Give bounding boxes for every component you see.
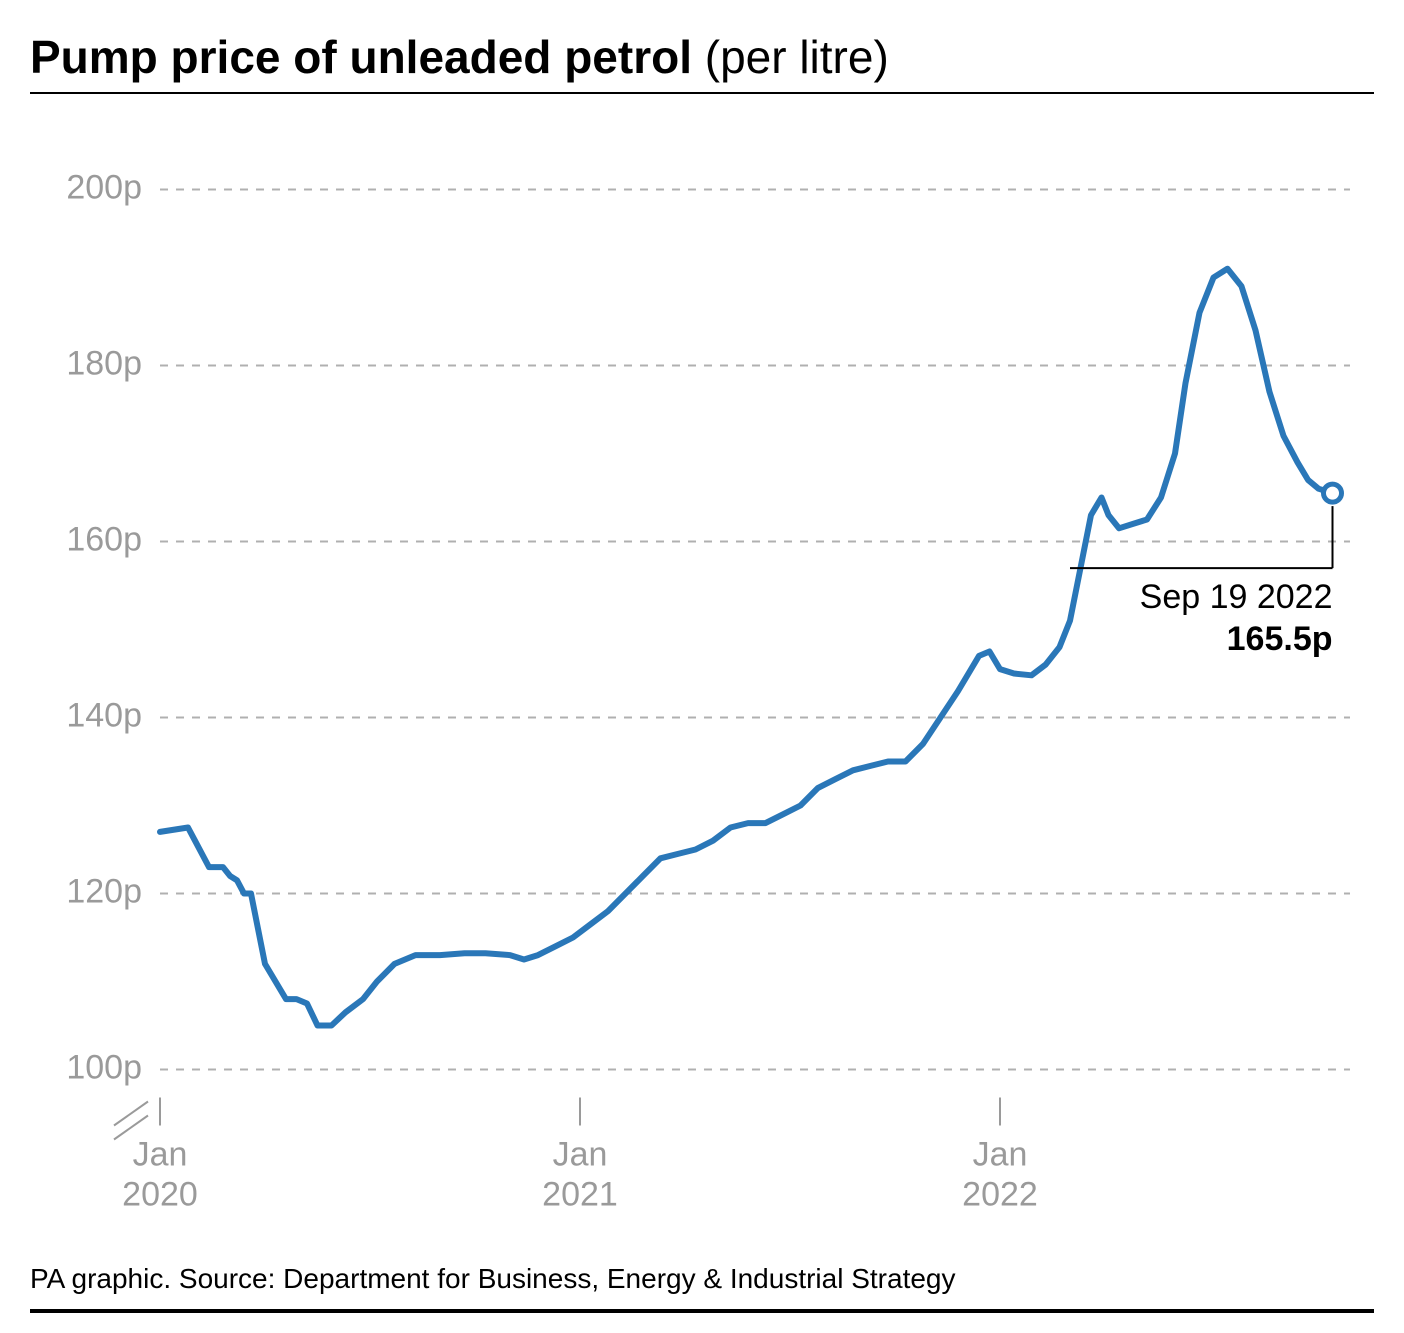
y-tick-label: 160p [66,520,142,558]
title-bold: Pump price of unleaded petrol [30,31,692,83]
y-tick-label: 120p [66,872,142,910]
end-marker [1324,484,1342,502]
x-tick-month: Jan [553,1136,608,1174]
chart-container: Pump price of unleaded petrol (per litre… [0,0,1404,1333]
x-tick-month: Jan [973,1136,1028,1174]
line-chart-svg: 100p120p140p160p180p200pJan2020Jan2021Ja… [30,154,1374,1245]
x-tick-year: 2022 [962,1176,1038,1214]
chart-title: Pump price of unleaded petrol (per litre… [30,30,1374,94]
chart-footer: PA graphic. Source: Department for Busin… [30,1245,1374,1313]
y-tick-label: 140p [66,696,142,734]
callout-date: Sep 19 2022 [1140,578,1333,616]
y-tick-label: 100p [66,1048,142,1086]
price-line [160,269,1333,1026]
y-tick-label: 200p [66,168,142,206]
x-tick-year: 2020 [122,1176,198,1214]
x-tick-month: Jan [133,1136,188,1174]
y-tick-label: 180p [66,344,142,382]
chart-area: 100p120p140p160p180p200pJan2020Jan2021Ja… [30,154,1374,1245]
footer-text: PA graphic. Source: Department for Busin… [30,1263,956,1294]
title-subtitle: (per litre) [705,31,889,83]
callout-value: 165.5p [1227,620,1333,658]
x-tick-year: 2021 [542,1176,618,1214]
